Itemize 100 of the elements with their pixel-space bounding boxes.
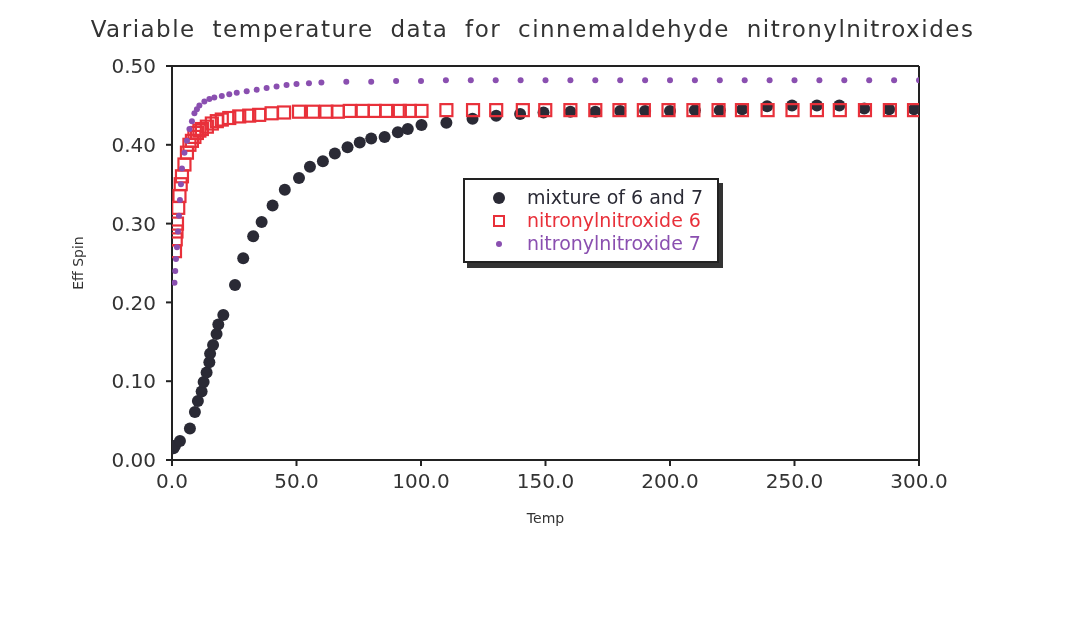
point [355, 103, 370, 119]
point [188, 118, 195, 125]
point [415, 119, 428, 132]
point [266, 199, 279, 212]
point [367, 103, 382, 119]
point [172, 256, 179, 263]
point [201, 98, 208, 105]
point [414, 103, 429, 119]
point [791, 77, 798, 84]
y-tick-label: 0.10 [111, 369, 156, 394]
point [617, 77, 624, 84]
point [515, 103, 530, 118]
point [173, 435, 186, 448]
point [255, 216, 268, 229]
point [292, 171, 305, 184]
legend-label: nitronylnitroxide 6 [527, 209, 701, 232]
point [567, 77, 574, 84]
point [866, 77, 873, 84]
y-axis-title: Eff Spin [69, 236, 86, 290]
point [291, 104, 307, 119]
point [212, 318, 225, 331]
point [741, 77, 748, 84]
x-axis-title: Temp [525, 510, 565, 526]
point [179, 145, 195, 160]
point [760, 103, 775, 118]
point [691, 77, 698, 84]
point [785, 103, 800, 118]
point [233, 89, 240, 96]
point [467, 77, 474, 84]
y-tick-label: 0.20 [111, 290, 156, 315]
point [319, 104, 334, 119]
point [173, 244, 180, 251]
point [391, 126, 404, 139]
point [841, 77, 848, 84]
point [439, 103, 454, 118]
x-tick-label: 250.0 [765, 469, 824, 494]
x-tick-label: 100.0 [392, 469, 450, 494]
point [716, 77, 723, 84]
x-tick-label: 200.0 [641, 469, 699, 494]
point [832, 103, 847, 118]
y-tick-label: 0.30 [111, 211, 156, 236]
point [273, 83, 280, 90]
point [173, 177, 188, 192]
point [191, 394, 204, 407]
point [253, 86, 260, 93]
point [177, 157, 192, 172]
point [229, 279, 241, 292]
point [816, 77, 823, 84]
point [263, 85, 270, 92]
point [392, 103, 407, 119]
point [379, 103, 394, 119]
point [542, 77, 549, 84]
y-tick-label: 0.00 [111, 448, 156, 473]
point [172, 188, 187, 204]
point [252, 107, 267, 122]
point [393, 77, 400, 84]
point [318, 79, 325, 86]
point [188, 405, 201, 418]
point [232, 109, 247, 124]
point [226, 91, 233, 98]
point [402, 103, 417, 119]
point [401, 123, 414, 136]
point [206, 96, 213, 103]
point [183, 422, 196, 435]
point [353, 136, 366, 149]
legend-label: mixture of 6 and 7 [527, 186, 704, 209]
point [667, 77, 673, 84]
x-tick-label: 300.0 [890, 469, 948, 494]
point [222, 110, 237, 126]
point [211, 94, 218, 101]
point [378, 130, 391, 143]
point [343, 78, 350, 85]
point [264, 106, 279, 121]
point [305, 104, 321, 119]
point [174, 169, 190, 184]
point [183, 137, 190, 144]
point [442, 77, 449, 84]
point [418, 77, 424, 84]
point [283, 81, 290, 88]
y-tick-label: 0.40 [111, 132, 156, 157]
point [172, 216, 185, 231]
point [178, 165, 185, 172]
point [175, 212, 182, 219]
point [276, 105, 292, 120]
x-tick-label: 50.0 [274, 469, 319, 494]
point [278, 183, 291, 196]
point [293, 81, 300, 88]
point [247, 230, 260, 243]
point [196, 102, 203, 109]
point [341, 141, 354, 154]
point [237, 252, 250, 265]
point [316, 155, 329, 168]
point [242, 108, 257, 123]
point [642, 77, 649, 84]
point [303, 160, 316, 173]
y-tick-label: 0.50 [111, 54, 156, 79]
point [592, 77, 599, 84]
point [217, 309, 230, 322]
point [214, 112, 229, 127]
point [342, 103, 357, 119]
